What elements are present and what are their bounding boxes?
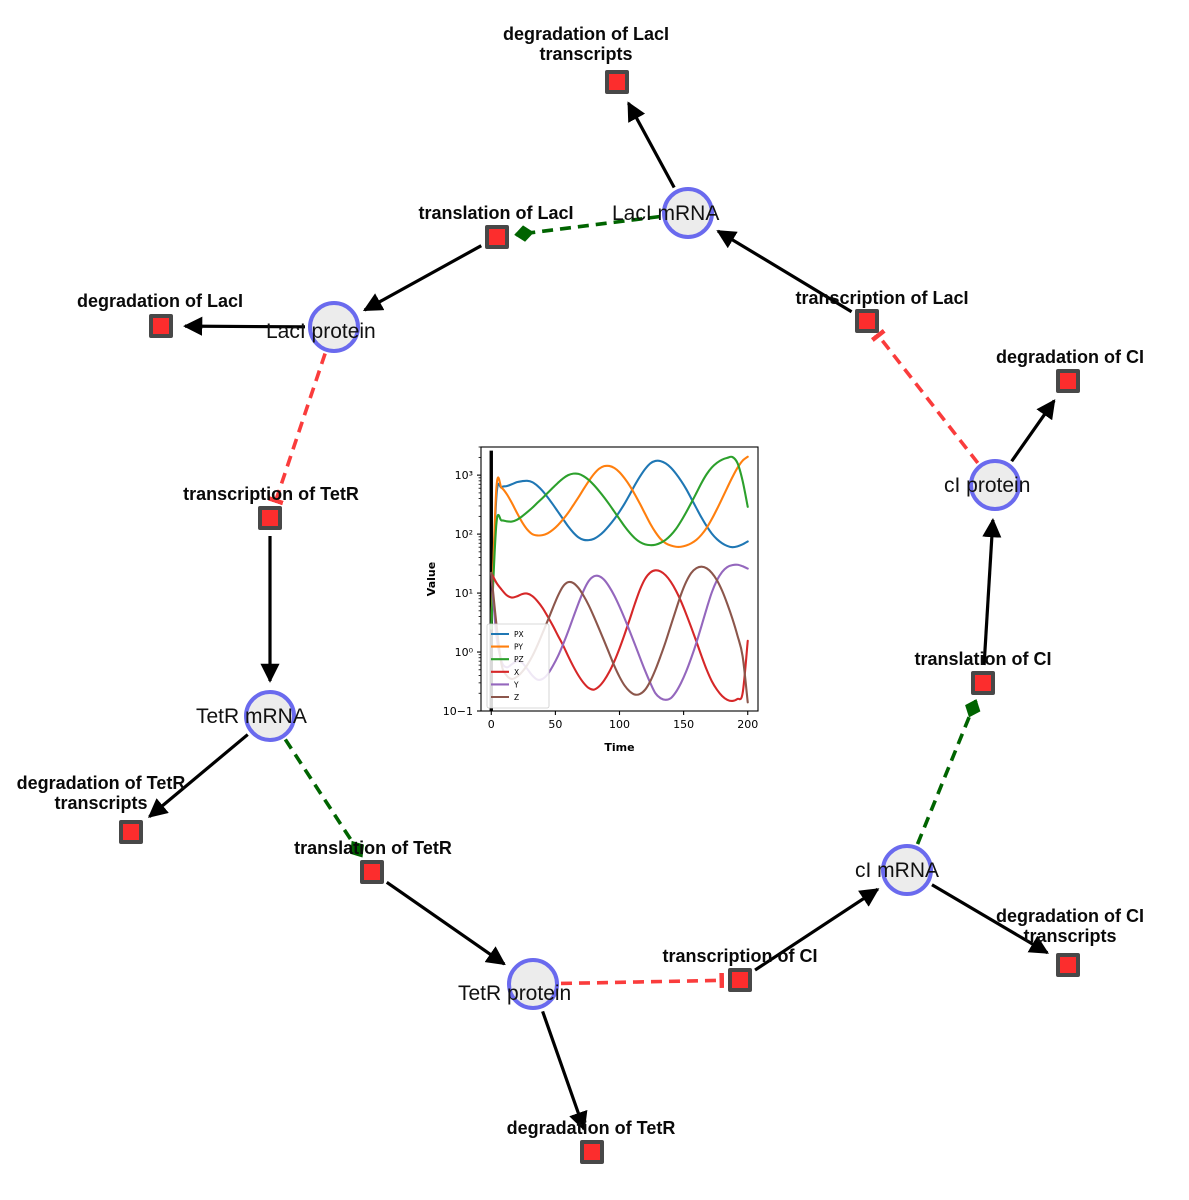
edge-substrate-laci_mrna-to-deg_laci_tr [627,101,676,189]
legend-label-Y: Y [513,680,519,689]
reaction-label-transcription-of-tetr: transcription of TetR [183,484,359,504]
species-node-ci-mrna[interactable] [881,844,933,896]
edge-substrate-tetr_prot-to-deg_tetr [541,1010,588,1132]
reaction-label-degradation-of-tetr-transcripts: degradation of TetR transcripts [16,773,186,814]
series-line-PZ [490,455,749,630]
y-tick-label: 10⁰ [455,646,474,659]
x-tick-label: 0 [488,718,495,731]
reaction-node-translation-of-ci[interactable] [971,671,995,695]
timecourse-plot: 0 50 100 150 200 10−1 10⁰ 10¹ 10² 10³ Time Value PX P… [419,438,767,758]
edge-inhibition-ci_prot-to-transcr_laci [870,328,980,465]
reaction-label-transcription-of-ci: transcription of CI [662,946,818,966]
y-axis-label: Value [425,562,438,596]
edge-substrate-transl_tetr-to-tetr_prot [385,880,506,966]
legend-label-PZ: PZ [514,655,524,664]
edge-substrate-ci_prot-to-deg_ci [1010,399,1056,463]
series-line-PY [490,455,749,630]
y-tick-label: 10³ [455,469,473,482]
reaction-node-transcription-of-ci[interactable] [728,968,752,992]
reaction-node-degradation-of-ci-transcripts[interactable] [1056,953,1080,977]
species-node-laci-mrna[interactable] [662,187,714,239]
edge-inhibition-tetr_prot-to-transcr_ci [560,972,725,988]
plot-svg: 0 50 100 150 200 10−1 10⁰ 10¹ 10² 10³ Time Value PX P… [425,446,759,754]
edge-inhibition-laci_prot-to-transcr_tetr [267,352,327,506]
species-label-laci-mrna: LacI mRNA [612,202,720,225]
edge-activation-laci_mrna-to-transl_laci [514,214,661,242]
reaction-label-translation-of-tetr: translation of TetR [294,838,452,858]
reaction-node-transcription-of-laci[interactable] [855,309,879,333]
edge-substrate-tetr_mrna-to-deg_tetr_tr [147,733,249,818]
x-tick-label: 100 [609,718,630,731]
y-tick-label: 10¹ [455,587,473,600]
reaction-label-degradation-of-laci: degradation of LacI [76,291,244,311]
species-label-ci-mrna: cI mRNA [855,859,939,882]
reaction-label-translation-of-laci: translation of LacI [418,203,574,223]
legend-label-Z: Z [514,693,519,702]
edge-activation-ci_mrna-to-transl_ci [915,699,981,845]
reaction-node-degradation-of-tetr-transcripts[interactable] [119,820,143,844]
species-label-tetr-protein: TetR protein [458,982,572,1005]
y-tick-label: 10² [455,528,473,541]
species-node-laci-protein[interactable] [308,301,360,353]
reaction-label-degradation-of-ci-transcripts: degradation of CI transcripts [996,906,1144,947]
reaction-node-degradation-of-ci[interactable] [1056,369,1080,393]
legend-label-X: X [514,668,519,677]
species-node-tetr-mrna[interactable] [244,690,296,742]
edge-substrate-ci_mrna-to-deg_ci_tr [931,883,1049,955]
reaction-label-degradation-of-ci: degradation of CI [996,347,1144,367]
reaction-label-translation-of-ci: translation of CI [914,649,1052,669]
x-axis-label: Time [604,741,634,754]
species-node-tetr-protein[interactable] [507,958,559,1010]
x-tick-label: 200 [737,718,758,731]
series-line-PX [490,459,749,630]
species-label-laci-protein: LacI protein [266,320,376,343]
edge-substrate-transl_ci-to-ci_prot [982,518,1002,666]
reaction-node-degradation-of-tetr[interactable] [580,1140,604,1164]
x-tick-label: 150 [673,718,694,731]
edge-substrate-transl_laci-to-laci_prot [362,244,483,312]
species-label-tetr-mrna: TetR mRNA [196,705,307,728]
legend-box [486,623,550,709]
reaction-label-transcription-of-laci: transcription of LacI [795,288,969,308]
series-line-X [490,569,749,703]
edge-substrate-laci_prot-to-deg_laci [183,316,306,336]
reaction-node-degradation-of-laci-transcripts[interactable] [605,70,629,94]
edge-substrate-transcr_ci-to-ci_mrna [754,887,880,972]
reaction-node-transcription-of-tetr[interactable] [258,506,282,530]
reaction-label-degradation-of-tetr: degradation of TetR [506,1118,676,1138]
edge-activation-tetr_mrna-to-transl_tetr [283,738,364,858]
x-tick-label: 50 [548,718,562,731]
legend-label-PX: PX [514,630,524,639]
edge-substrate-transcr_laci-to-laci_mrna [716,229,853,314]
reaction-node-degradation-of-laci[interactable] [149,314,173,338]
reaction-label-degradation-of-laci-transcripts: degradation of LacI transcripts [502,24,670,65]
y-tick-label: 10−1 [443,705,473,718]
species-label-ci-protein: cI protein [944,474,1031,497]
species-node-ci-protein[interactable] [969,459,1021,511]
reaction-node-translation-of-tetr[interactable] [360,860,384,884]
reaction-node-translation-of-laci[interactable] [485,225,509,249]
legend-label-PY: PY [514,643,523,652]
